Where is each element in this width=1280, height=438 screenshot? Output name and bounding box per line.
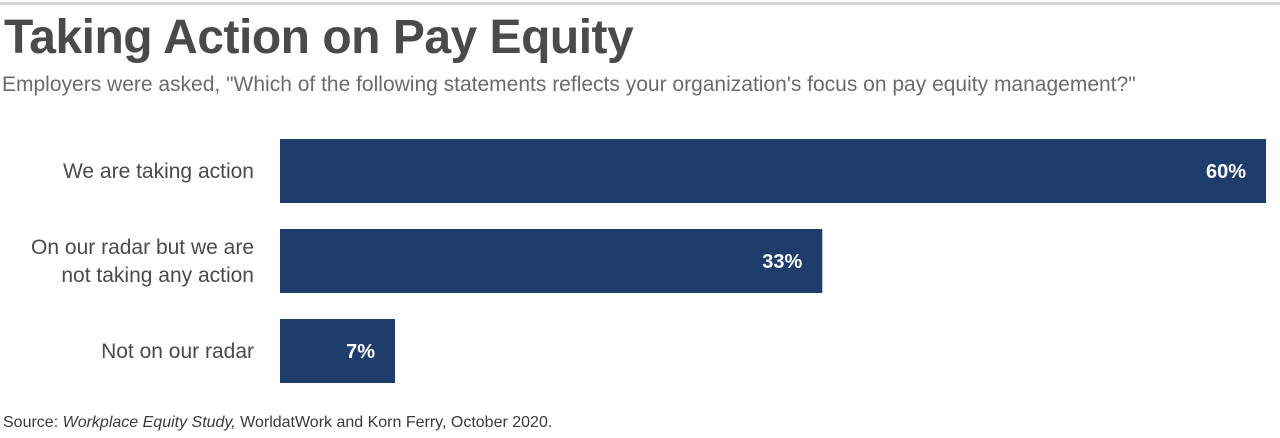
category-label-1-line-1: We are taking action: [63, 160, 254, 183]
source-study: Workplace Equity Study,: [62, 414, 236, 431]
chart-title: Taking Action on Pay Equity: [4, 11, 634, 64]
category-label-3-line-1: Not on our radar: [101, 340, 254, 363]
bar-value-label-1: 60%: [1206, 161, 1246, 183]
source-rest: WorldatWork and Korn Ferry, October 2020…: [235, 414, 553, 431]
chart-subtitle: Employers were asked, "Which of the foll…: [2, 73, 1136, 96]
top-rule: [0, 2, 1280, 5]
bar-3: [280, 319, 396, 383]
source-prefix: Source:: [3, 414, 63, 431]
bar-value-label-2: 33%: [762, 251, 802, 273]
bar-1: [280, 139, 1266, 203]
bar-value-label-3: 7%: [346, 341, 375, 363]
bar-2: [280, 229, 823, 293]
source-note: Source: Workplace Equity Study, WorldatW…: [3, 413, 552, 433]
category-label-2-line-1: On our radar but we are: [31, 236, 254, 259]
category-label-2-line-2: not taking any action: [61, 264, 254, 287]
